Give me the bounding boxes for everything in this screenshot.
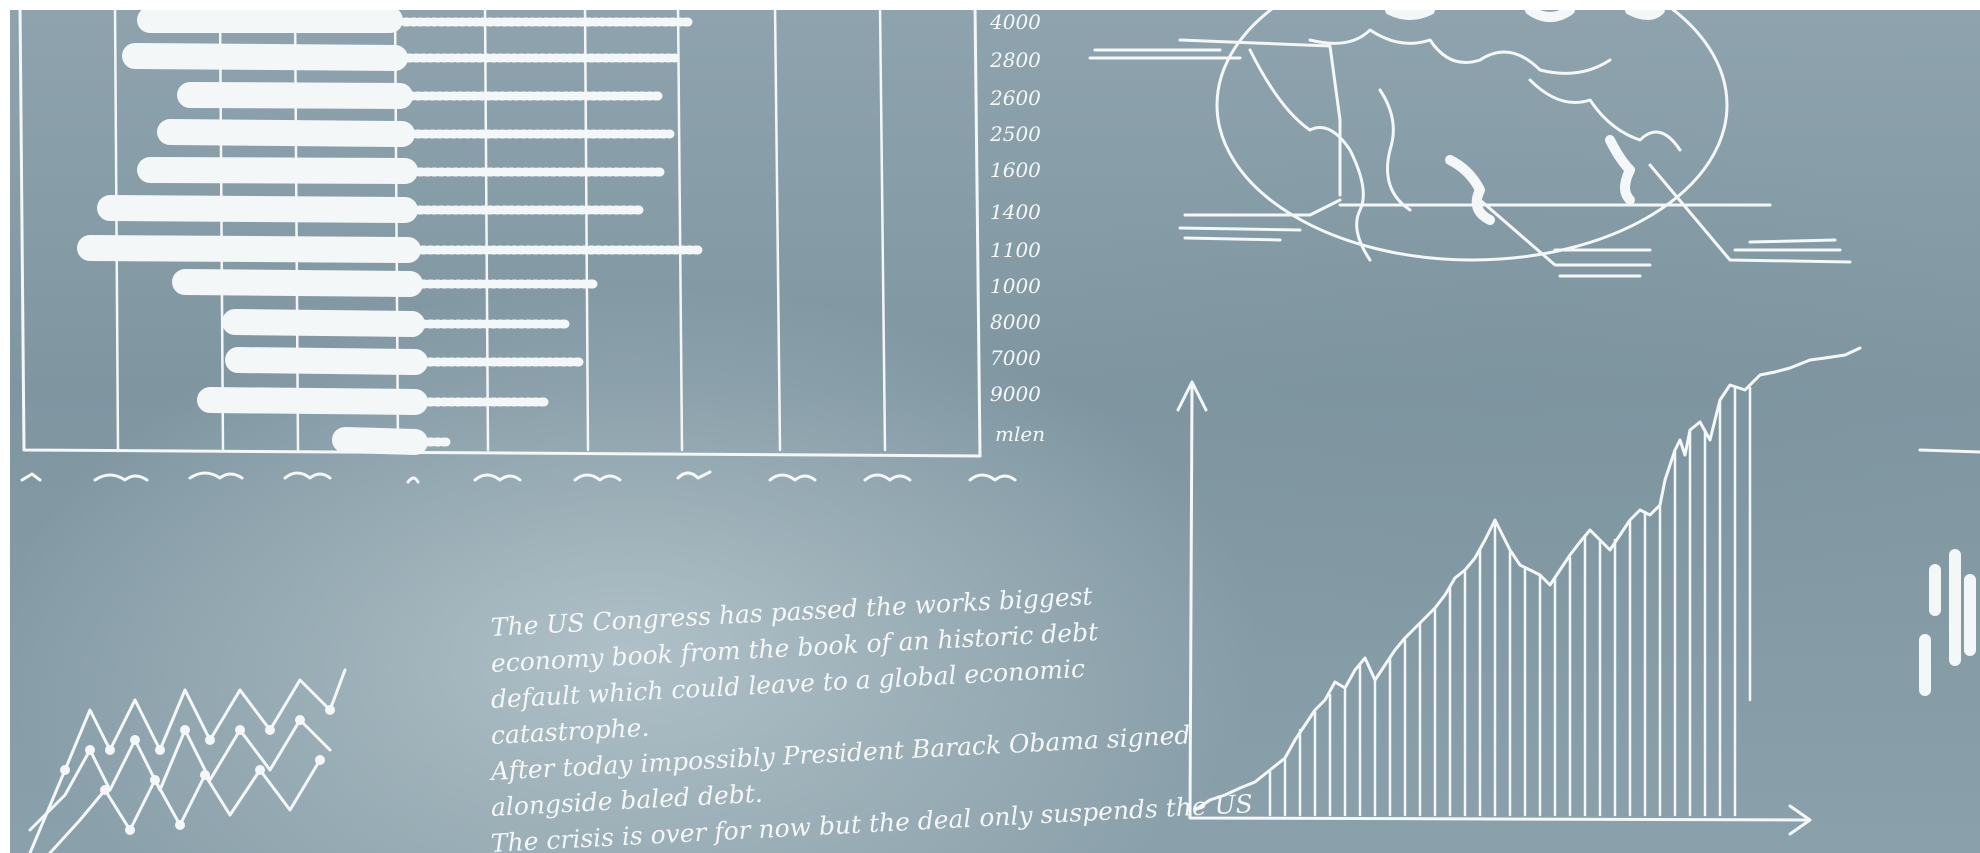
label-strokes — [1648, 163, 1852, 264]
callout-line — [1178, 38, 1342, 197]
partial-line — [1918, 448, 1980, 454]
grid-line — [113, 10, 120, 452]
bar-sketch — [18, 10, 1017, 484]
y-label: 2600 — [990, 86, 1041, 110]
continent-line — [1308, 28, 1612, 75]
bar — [225, 347, 428, 375]
continent-fill — [1605, 135, 1635, 205]
continent-fill — [1385, 10, 1665, 22]
continent-fill — [1445, 155, 1495, 225]
grid-line — [393, 10, 400, 452]
y-unit-label: mlen — [995, 422, 1046, 446]
left-bars — [77, 10, 428, 455]
grid-line — [773, 10, 782, 452]
bar — [157, 119, 415, 147]
series-points — [60, 705, 335, 835]
label-strokes — [1088, 48, 1242, 60]
chalkboard-background: 4000 2800 2600 2500 1600 1400 1100 1000 … — [10, 10, 1980, 853]
chalk-sketches — [18, 10, 1980, 853]
bar — [197, 387, 428, 415]
y-label: 4000 — [990, 10, 1041, 34]
line-chart-scribble — [28, 668, 347, 853]
y-label: 1100 — [990, 238, 1041, 262]
bar — [332, 427, 428, 455]
bar — [77, 235, 421, 263]
x-arrow — [1788, 804, 1812, 836]
bar — [177, 82, 413, 109]
grid-line — [483, 10, 490, 452]
continent-line — [1528, 78, 1682, 152]
grid-line — [583, 10, 590, 452]
series-line — [28, 668, 347, 853]
continent-line — [1248, 48, 1372, 262]
bar — [172, 269, 423, 297]
series-line — [48, 758, 322, 853]
label-strokes — [1178, 198, 1342, 242]
globe-outline — [1215, 10, 1729, 262]
spike-lines — [1268, 386, 1752, 817]
trend-line — [1193, 346, 1862, 812]
y-label: 2500 — [990, 122, 1041, 146]
y-label: 1600 — [990, 158, 1041, 182]
partial-sketch-right — [1918, 448, 1980, 696]
y-label: 9000 — [990, 382, 1041, 406]
y-arrow — [1176, 380, 1208, 412]
bar — [122, 43, 408, 71]
bar — [222, 309, 425, 337]
y-label: 1400 — [990, 200, 1041, 224]
hatched-bars — [400, 17, 705, 447]
x-tick-scribbles — [20, 470, 1017, 484]
chart-axes — [1188, 383, 1810, 822]
growth-chart-sketch — [1176, 346, 1862, 836]
bar-sketch-axes — [18, 10, 982, 458]
grid-line — [218, 10, 225, 452]
label-strokes — [1478, 198, 1652, 278]
grid-line — [293, 10, 300, 452]
bar — [137, 157, 418, 184]
world-map-sketch — [1088, 10, 1852, 278]
partial-marks — [1919, 549, 1976, 696]
grid-line — [878, 10, 887, 452]
grid-line — [676, 10, 684, 452]
y-label: 2800 — [990, 48, 1041, 72]
continent-line — [1378, 88, 1412, 212]
y-label: 7000 — [990, 346, 1041, 370]
series-line — [28, 718, 332, 832]
y-label: 8000 — [990, 310, 1041, 334]
bar — [97, 195, 418, 223]
grid-line — [973, 10, 982, 458]
y-label: 1000 — [990, 274, 1041, 298]
